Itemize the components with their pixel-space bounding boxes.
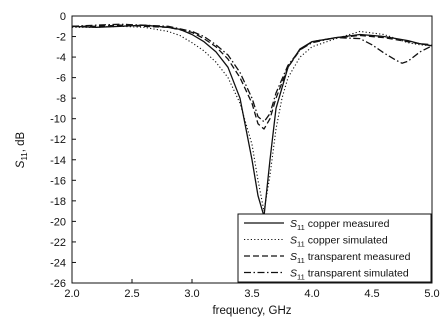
legend-label: S11 copper simulated	[290, 235, 388, 249]
legend-entries: S11 copper measured S11 copper simulated S…	[244, 218, 411, 282]
legend-box	[237, 213, 432, 283]
y-axis-label-symbol: S	[15, 160, 27, 168]
x-tick-label: 2.0	[64, 288, 79, 300]
x-tick-label: 4.5	[364, 288, 379, 300]
y-tick-label: -8	[56, 93, 66, 105]
legend-label: S11 copper measured	[290, 218, 390, 232]
x-axis-label: frequency, GHz	[212, 305, 291, 317]
y-tick-label: -24	[50, 257, 66, 269]
y-tick-label: -14	[50, 155, 66, 167]
series-lines	[71, 23, 433, 217]
series-line-transparent-measured	[72, 24, 433, 130]
y-axis-label-unit: , dB	[15, 131, 27, 152]
x-tick-label: 3.0	[184, 288, 199, 300]
x-tick-label: 5.0	[424, 288, 439, 300]
series-line-transparent-simulated	[71, 23, 433, 123]
y-tick-label: -22	[50, 237, 66, 249]
y-tick-label: -20	[50, 216, 66, 228]
y-tick-label: -2	[56, 32, 66, 44]
x-tick-label: 4.0	[304, 288, 319, 300]
y-tick-label: -10	[50, 114, 66, 126]
y-ticks: 0 -2 -4 -6 -8 -10 -12 -14 -16 -18 -20 -22 -24 -26	[50, 11, 76, 290]
y-tick-label: -26	[50, 278, 66, 290]
series-line-copper-measured	[71, 24, 433, 217]
series-line-copper-simulated	[72, 25, 433, 212]
y-axis-label: S11, dB	[15, 131, 29, 168]
y-tick-label: -6	[56, 73, 66, 85]
y-axis-label-subscript: 11	[20, 152, 29, 161]
x-tick-label: 2.5	[124, 288, 139, 300]
y-tick-label: 0	[60, 11, 66, 23]
legend-label: S11 transparent simulated	[290, 268, 409, 282]
legend-label: S11 transparent measured	[290, 251, 411, 265]
y-tick-label: -4	[56, 52, 66, 64]
y-tick-label: -18	[50, 196, 66, 208]
y-tick-label: -16	[50, 175, 66, 187]
y-tick-label: -12	[50, 134, 66, 146]
x-tick-label: 3.5	[244, 288, 259, 300]
legend: S11 copper measured S11 copper simulated S…	[237, 213, 432, 283]
